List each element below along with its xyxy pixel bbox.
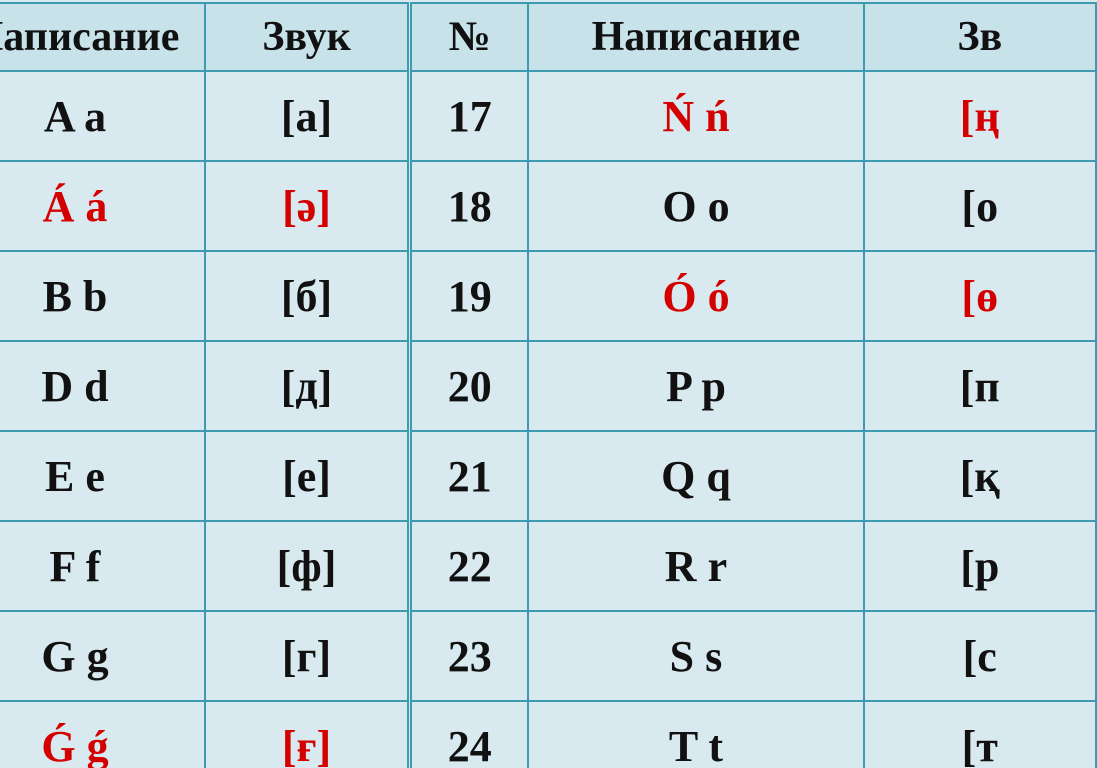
cell-letter: Ǵ ǵ bbox=[0, 701, 205, 768]
cell-sound: [д] bbox=[205, 341, 408, 431]
alphabet-table-image: Написание Звук A a [а] Á á [ә] B b [б] D… bbox=[0, 0, 1097, 768]
table-row: A a [а] bbox=[0, 71, 408, 161]
cell-num: 22 bbox=[411, 521, 528, 611]
cell-letter: S s bbox=[528, 611, 863, 701]
cell-num: 23 bbox=[411, 611, 528, 701]
table-row: 23 S s [с bbox=[411, 611, 1096, 701]
cell-sound: [ң bbox=[864, 71, 1096, 161]
cell-letter: Ó ó bbox=[528, 251, 863, 341]
col-header-letter: Написание bbox=[528, 3, 863, 71]
cell-sound: [б] bbox=[205, 251, 408, 341]
table-row: 17 Ń ń [ң bbox=[411, 71, 1096, 161]
cell-letter: G g bbox=[0, 611, 205, 701]
col-header-sound: Зв bbox=[864, 3, 1096, 71]
table-row: 18 O o [о bbox=[411, 161, 1096, 251]
table-row: G g [г] bbox=[0, 611, 408, 701]
cell-letter: Q q bbox=[528, 431, 863, 521]
table-header-row: № Написание Зв bbox=[411, 3, 1096, 71]
cell-sound: [р bbox=[864, 521, 1096, 611]
cell-letter: T t bbox=[528, 701, 863, 768]
cell-sound: [п bbox=[864, 341, 1096, 431]
cell-num: 21 bbox=[411, 431, 528, 521]
cell-letter: A a bbox=[0, 71, 205, 161]
cell-sound: [ф] bbox=[205, 521, 408, 611]
col-header-num: № bbox=[411, 3, 528, 71]
table-row: F f [ф] bbox=[0, 521, 408, 611]
table-row: D d [д] bbox=[0, 341, 408, 431]
cell-letter: Á á bbox=[0, 161, 205, 251]
cell-sound: [с bbox=[864, 611, 1096, 701]
cell-letter: F f bbox=[0, 521, 205, 611]
left-table: Написание Звук A a [а] Á á [ә] B b [б] D… bbox=[0, 2, 409, 768]
table-header-row: Написание Звук bbox=[0, 3, 408, 71]
cell-num: 24 bbox=[411, 701, 528, 768]
cell-num: 19 bbox=[411, 251, 528, 341]
cell-letter: E e bbox=[0, 431, 205, 521]
cell-letter: R r bbox=[528, 521, 863, 611]
table-row: 22 R r [р bbox=[411, 521, 1096, 611]
cell-num: 18 bbox=[411, 161, 528, 251]
cell-sound: [ә] bbox=[205, 161, 408, 251]
cell-letter: D d bbox=[0, 341, 205, 431]
col-header-sound: Звук bbox=[205, 3, 408, 71]
cell-letter: O o bbox=[528, 161, 863, 251]
cell-sound: [г] bbox=[205, 611, 408, 701]
cell-num: 17 bbox=[411, 71, 528, 161]
table-row: B b [б] bbox=[0, 251, 408, 341]
table-row: 21 Q q [қ bbox=[411, 431, 1096, 521]
table-row: 24 T t [т bbox=[411, 701, 1096, 768]
cell-sound: [ғ] bbox=[205, 701, 408, 768]
table-row: Á á [ә] bbox=[0, 161, 408, 251]
right-table: № Написание Зв 17 Ń ń [ң 18 O o [о 19 Ó … bbox=[410, 2, 1097, 768]
cell-num: 20 bbox=[411, 341, 528, 431]
table-row: 19 Ó ó [ө bbox=[411, 251, 1096, 341]
col-header-letter: Написание bbox=[0, 3, 205, 71]
cell-letter: Ń ń bbox=[528, 71, 863, 161]
cell-sound: [т bbox=[864, 701, 1096, 768]
table-row: E e [е] bbox=[0, 431, 408, 521]
table-row: Ǵ ǵ [ғ] bbox=[0, 701, 408, 768]
cell-sound: [қ bbox=[864, 431, 1096, 521]
cell-sound: [а] bbox=[205, 71, 408, 161]
cell-sound: [о bbox=[864, 161, 1096, 251]
cell-sound: [е] bbox=[205, 431, 408, 521]
table-row: 20 P p [п bbox=[411, 341, 1096, 431]
cell-letter: B b bbox=[0, 251, 205, 341]
cell-sound: [ө bbox=[864, 251, 1096, 341]
cell-letter: P p bbox=[528, 341, 863, 431]
